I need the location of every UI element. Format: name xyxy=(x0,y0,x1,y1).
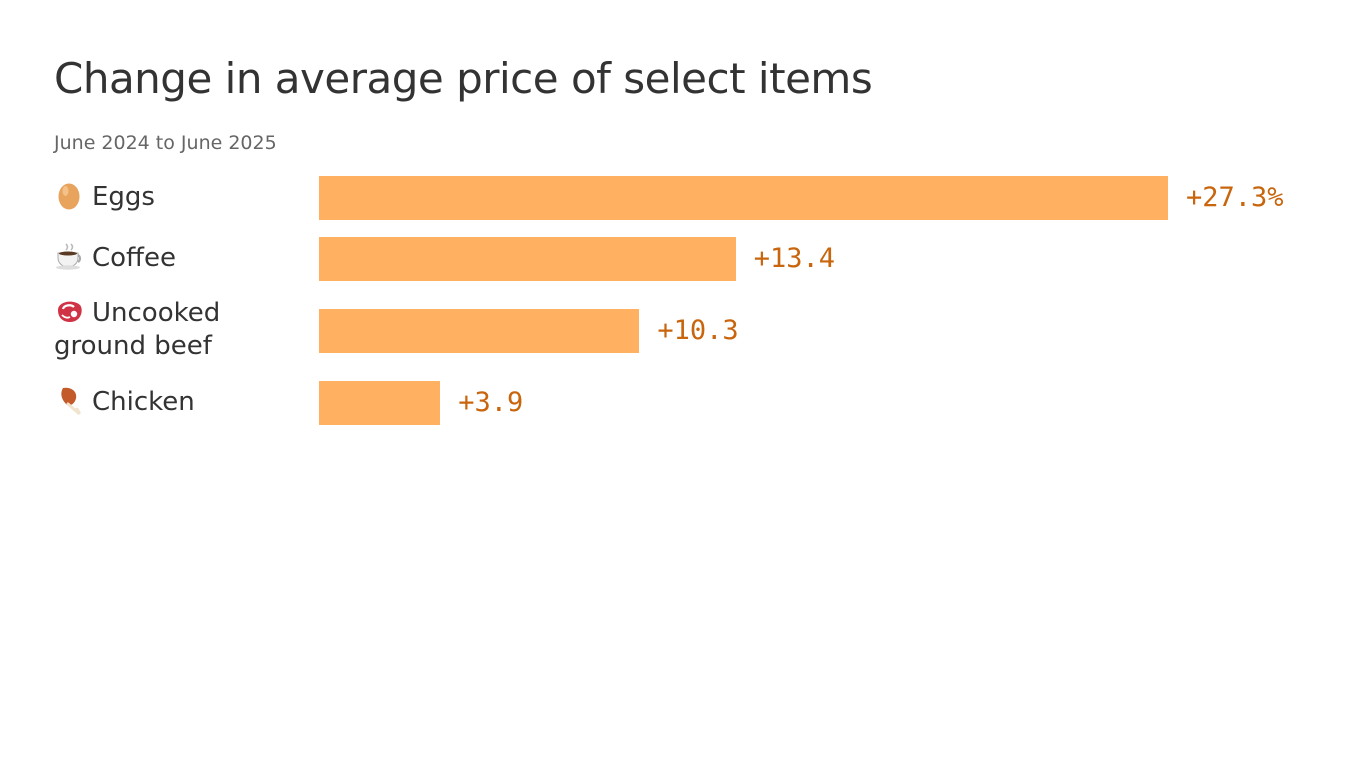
category-label: Chicken xyxy=(54,385,304,419)
bar xyxy=(319,309,640,353)
coffee-icon xyxy=(56,242,82,270)
category-label-text: Eggs xyxy=(92,181,155,212)
bar xyxy=(319,176,1168,220)
category-label-text: Uncooked xyxy=(92,298,221,328)
category-label-text: Coffee xyxy=(92,242,176,273)
bar-value-label: +13.4 xyxy=(753,243,835,274)
bar-value-label: +27.3% xyxy=(1186,182,1284,213)
chart-subtitle: June 2024 to June 2025 xyxy=(54,132,277,154)
category-label: Uncooked ground beef xyxy=(54,296,304,363)
category-label: Eggs xyxy=(54,180,304,214)
chart-title: Change in average price of select items xyxy=(54,54,873,103)
chicken-leg-icon xyxy=(61,387,81,415)
category-label-text: ground beef xyxy=(54,331,212,361)
egg-icon xyxy=(58,183,80,209)
steak-icon xyxy=(58,301,82,322)
bar xyxy=(319,237,736,281)
category-label: Coffee xyxy=(54,241,304,275)
bar xyxy=(319,381,441,425)
bar-value-label: +10.3 xyxy=(657,315,739,346)
bar-value-label: +3.9 xyxy=(458,387,524,418)
category-label-text: Chicken xyxy=(92,386,195,417)
